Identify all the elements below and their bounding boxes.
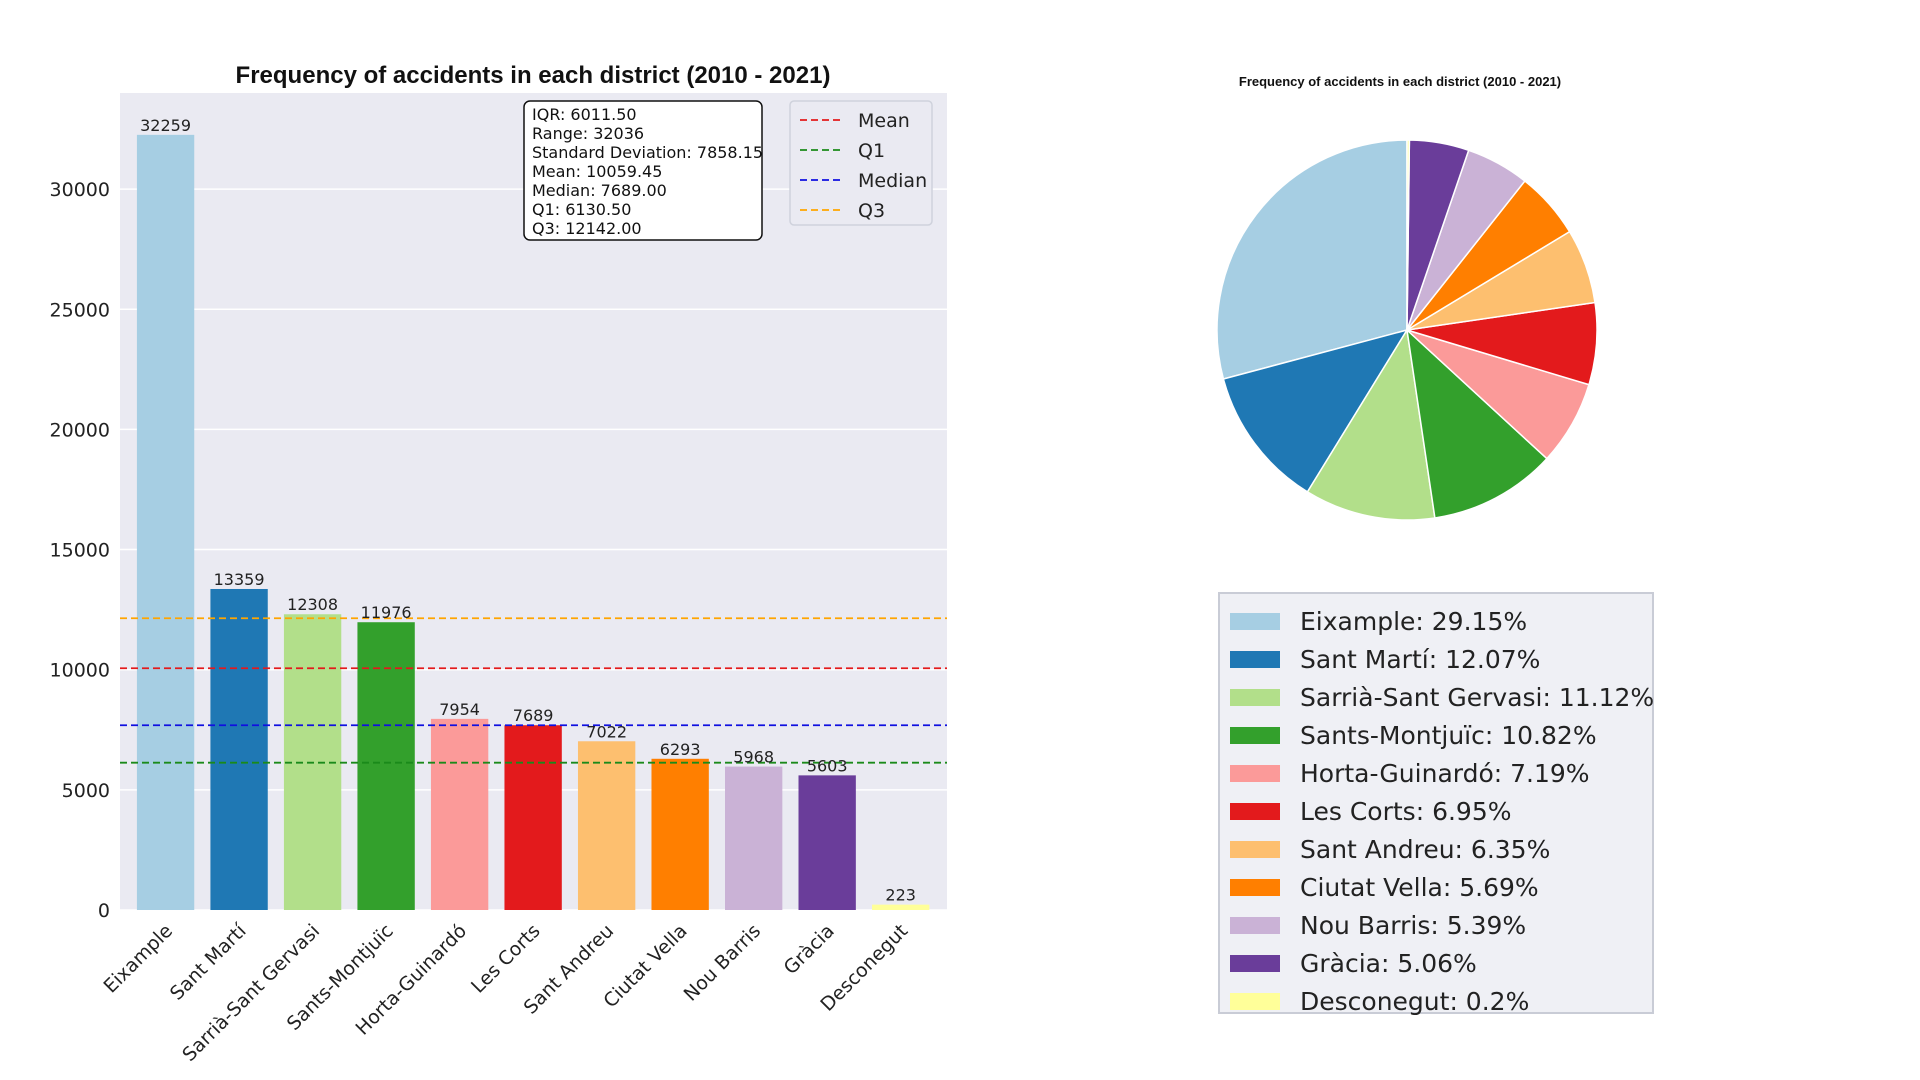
bar-value-label: 32259 xyxy=(140,116,191,135)
bar xyxy=(724,766,783,910)
x-tick-label: Les Corts xyxy=(467,920,545,998)
y-tick-label: 10000 xyxy=(50,660,110,682)
bar-value-label: 7022 xyxy=(586,722,627,741)
y-tick-label: 25000 xyxy=(50,299,110,321)
y-tick-label: 20000 xyxy=(50,419,110,441)
stats-line: Range: 32036 xyxy=(532,124,644,143)
reference-lines xyxy=(120,617,947,764)
legend-swatch xyxy=(1230,612,1280,630)
pie-legend-label: Sarrià-Sant Gervasi: 11.12% xyxy=(1300,682,1655,712)
bar xyxy=(504,725,562,910)
legend-swatch xyxy=(1230,764,1280,782)
pie-slice xyxy=(1222,328,1409,493)
legend-swatch xyxy=(1230,802,1280,820)
pie-slice xyxy=(1216,139,1408,380)
pie-legend-item: Nou Barris: 5.39% xyxy=(1220,906,1652,944)
pie-slice xyxy=(1405,328,1548,519)
y-tick-labels: 0 5000 10000 15000 20000 25000 30000 xyxy=(50,179,110,922)
legend-swatch xyxy=(1230,878,1280,896)
pie-legend-item: Ciutat Vella: 5.69% xyxy=(1220,868,1652,906)
pie-legend-item: Sants-Montjuïc: 10.82% xyxy=(1220,716,1652,754)
bar xyxy=(798,775,856,910)
pie-legend-label: Ciutat Vella: 5.69% xyxy=(1300,872,1539,902)
bar xyxy=(430,718,489,910)
stats-line: IQR: 6011.50 xyxy=(532,105,637,124)
pie-slice xyxy=(1306,327,1436,521)
pie-legend-label: Sants-Montjuïc: 10.82% xyxy=(1300,720,1597,750)
legend-label: Mean xyxy=(858,110,910,132)
bar xyxy=(210,588,268,910)
pie-chart: Frequency of accidents in each district … xyxy=(1216,74,1598,521)
stats-line: Q3: 12142.00 xyxy=(532,219,642,238)
bar xyxy=(651,758,709,910)
x-tick-label: Sarrià-Sant Gervasi xyxy=(178,920,324,1066)
stats-line: Mean: 10059.45 xyxy=(532,162,662,181)
legend-swatch xyxy=(1230,916,1280,934)
pie-legend-item: Horta-Guinardó: 7.19% xyxy=(1220,754,1652,792)
stats-line: Standard Deviation: 7858.15 xyxy=(532,143,763,162)
pie-legend-label: Sant Andreu: 6.35% xyxy=(1300,834,1551,864)
bar-chart: Frequency of accidents in each district … xyxy=(50,62,947,1066)
pie-legend-label: Sant Martí: 12.07% xyxy=(1300,644,1541,674)
legend-swatch xyxy=(1230,650,1280,668)
bar-value-label: 13359 xyxy=(214,570,265,589)
bar-value-label: 11976 xyxy=(361,603,412,622)
line-legend-frame xyxy=(789,100,933,226)
legend-label: Q3 xyxy=(858,200,885,222)
legend-label: Q1 xyxy=(858,140,885,162)
legend-swatch xyxy=(1230,840,1280,858)
pie-legend-label: Horta-Guinardó: 7.19% xyxy=(1300,758,1590,788)
bar-value-labels: 32259 13359 12308 11976 7954 7689 7022 6293 5968… xyxy=(140,116,916,905)
y-tick-label: 15000 xyxy=(50,540,110,562)
legend-swatch xyxy=(1230,954,1280,972)
legend-label: Median xyxy=(858,170,927,192)
x-tick-label: Gràcia xyxy=(780,920,839,979)
bar xyxy=(872,904,930,910)
pie-legend-item: Les Corts: 6.95% xyxy=(1220,792,1652,830)
bar xyxy=(136,134,195,910)
stats-line: Median: 7689.00 xyxy=(532,181,667,200)
bar-value-label: 223 xyxy=(885,886,916,905)
stats-line: Q1: 6130.50 xyxy=(532,200,631,219)
legend-swatch xyxy=(1230,992,1280,1010)
bar xyxy=(357,622,415,910)
pie-legend-label: Les Corts: 6.95% xyxy=(1300,796,1512,826)
bar-value-label: 6293 xyxy=(660,740,701,759)
pie-legend-item: Desconegut: 0.2% xyxy=(1220,982,1652,1020)
pie-legend-label: Nou Barris: 5.39% xyxy=(1300,910,1527,940)
y-tick-label: 5000 xyxy=(62,780,110,802)
y-tick-label: 0 xyxy=(98,900,110,922)
pie-legend-label: Eixample: 29.15% xyxy=(1300,606,1528,636)
pie-legend: Eixample: 29.15% Sant Martí: 12.07% Sarrià… xyxy=(1218,592,1655,1016)
pie-chart-title: Frequency of accidents in each district … xyxy=(1239,74,1561,89)
pie-legend-label: Desconegut: 0.2% xyxy=(1300,986,1530,1016)
legend-swatch xyxy=(1230,726,1280,744)
bar xyxy=(577,741,636,910)
bar-value-label: 7689 xyxy=(513,706,554,725)
bar-value-label: 12308 xyxy=(287,595,338,614)
pie-legend-item: Sant Martí: 12.07% xyxy=(1220,640,1652,678)
bar-value-label: 7954 xyxy=(439,700,480,719)
bar-value-label: 5603 xyxy=(807,756,848,775)
legend-swatch xyxy=(1230,688,1280,706)
pie-legend-item: Gràcia: 5.06% xyxy=(1220,944,1652,982)
pie-legend-item: Sarrià-Sant Gervasi: 11.12% xyxy=(1220,678,1655,716)
pie-legend-label: Gràcia: 5.06% xyxy=(1300,948,1477,978)
bar-chart-title: Frequency of accidents in each district … xyxy=(236,62,831,89)
line-legend: Mean Q1 Median Q3 xyxy=(789,100,933,226)
pie-slice xyxy=(1406,139,1411,331)
y-tick-label: 30000 xyxy=(50,179,110,201)
x-tick-label: Eixample xyxy=(100,920,178,998)
stats-box-frame xyxy=(523,100,763,241)
x-tick-label: Nou Barris xyxy=(680,920,766,1006)
pie-legend-item: Sant Andreu: 6.35% xyxy=(1220,830,1652,868)
bar-value-label: 5968 xyxy=(733,748,774,767)
pie-legend-item: Eixample: 29.15% xyxy=(1220,602,1652,640)
